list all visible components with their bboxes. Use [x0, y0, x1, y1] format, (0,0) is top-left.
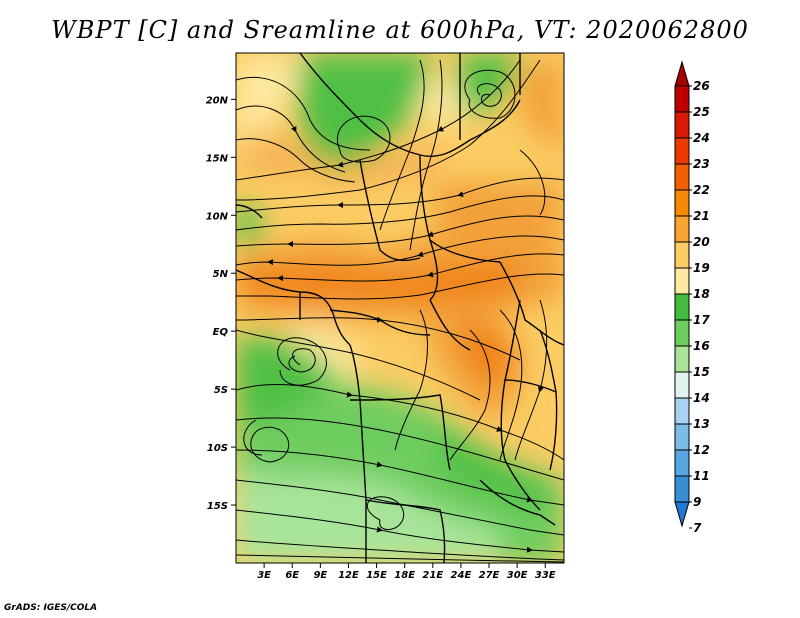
colorbar-swatch: [674, 215, 690, 243]
x-tick-label: 33E: [535, 570, 556, 581]
colorbar-swatch: [674, 345, 690, 373]
colorbar-legend: 26 25 24 23 22 21 20 19 18 17 16 15 14 13 12 11 9 7: [674, 60, 710, 535]
colorbar-label: 17: [693, 313, 710, 327]
colorbar-label: 7: [693, 521, 702, 535]
grads-credit: GrADS: IGES/COLA: [4, 603, 98, 613]
colorbar-swatch: [674, 163, 690, 191]
colorbar-label: 20: [693, 235, 710, 249]
colorbar-swatch: [674, 319, 690, 347]
y-tick-label: 5N: [213, 269, 229, 280]
x-tick-label: 6E: [285, 570, 299, 581]
x-tick-label: 9E: [313, 570, 327, 581]
y-tick-label: EQ: [213, 327, 229, 338]
colorbar-label: 11: [693, 469, 710, 483]
x-tick-label: 3E: [257, 570, 271, 581]
colorbar-swatch: [674, 293, 690, 321]
colorbar-swatch: [674, 267, 690, 295]
colorbar-swatch: [674, 137, 690, 165]
streamlines: [236, 59, 564, 563]
colorbar-label: 18: [693, 287, 710, 301]
colorbar-label: 9: [693, 495, 701, 509]
colorbar-label: 26: [693, 79, 710, 93]
colorbar-label: 16: [693, 339, 710, 353]
colorbar-swatch: [674, 241, 690, 269]
x-tick-label: 24E: [451, 570, 472, 581]
x-tick-label: 15E: [366, 570, 387, 581]
y-tick-label: 15N: [206, 153, 229, 164]
colorbar-label: 22: [693, 183, 710, 197]
colorbar-swatch: [674, 449, 690, 477]
colorbar-label: 23: [693, 157, 710, 171]
map-area: [236, 53, 564, 563]
colorbar-label: 12: [693, 443, 710, 457]
x-tick-label: 12E: [338, 570, 359, 581]
x-tick-label: 27E: [479, 570, 500, 581]
y-tick-label: 15S: [207, 501, 228, 512]
colorbar-swatch: [674, 371, 690, 399]
x-axis: 3E 6E 9E 12E 15E 18E 21E 24E 27E 30E 33E: [257, 563, 556, 581]
colorbar-swatch: [674, 85, 690, 113]
colorbar-label: 15: [693, 365, 710, 379]
x-tick-label: 21E: [422, 570, 443, 581]
country-borders: [236, 53, 564, 563]
x-tick-label: 30E: [507, 570, 528, 581]
colorbar-label: 21: [693, 209, 710, 223]
chart-title: WBPT [C] and Sreamline at 600hPa, VT: 20…: [51, 16, 749, 44]
colorbar-label: 25: [693, 105, 710, 119]
colorbar-swatch: [674, 423, 690, 451]
y-tick-label: 20N: [206, 95, 229, 106]
colorbar-top-arrow: [674, 60, 690, 87]
y-axis: 20N 15N 10N 5N EQ 5S 10S 15S: [206, 95, 236, 512]
map-frame: [235, 52, 565, 564]
colorbar-swatch: [674, 189, 690, 217]
x-tick-label: 18E: [394, 570, 415, 581]
colorbar-swatch: [674, 397, 690, 425]
colorbar-label: 13: [693, 417, 710, 431]
colorbar-label: 24: [693, 131, 710, 145]
colorbar-label: 14: [693, 391, 710, 405]
y-tick-label: 10N: [206, 211, 229, 222]
colorbar-label: 19: [693, 261, 710, 275]
colorbar-bottom-arrow: [674, 501, 690, 528]
y-tick-label: 10S: [207, 443, 228, 454]
colorbar-swatch: [674, 475, 690, 503]
colorbar-swatch: [674, 111, 690, 139]
y-tick-label: 5S: [214, 385, 228, 396]
